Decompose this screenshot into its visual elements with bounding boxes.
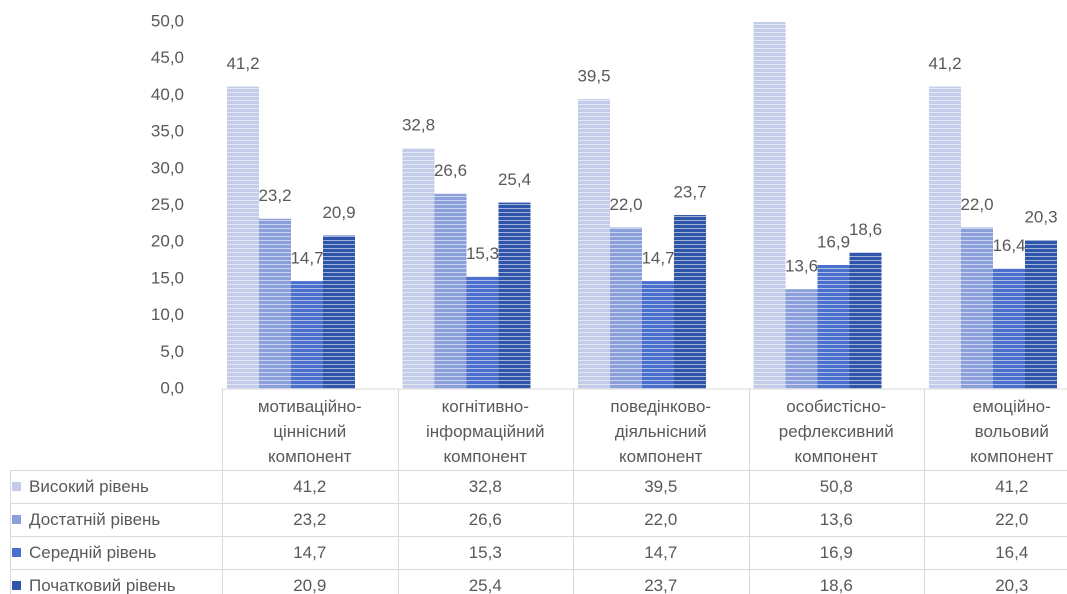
category-label: когнітивно- інформаційний компонент [425,397,545,466]
bar [610,227,642,389]
bar [849,252,882,389]
data-label: 23,7 [673,183,706,202]
legend-text: Високий рівень [29,477,149,496]
bar [993,268,1025,389]
data-label: 39,5 [577,67,610,86]
legend-swatch [12,515,21,524]
data-label: 20,9 [322,203,355,222]
y-tick-label: 20,0 [151,232,184,251]
data-label: 18,6 [849,220,882,239]
y-tick-label: 25,0 [151,195,184,214]
data-label: 32,8 [402,116,435,135]
legend-text: Початковий рівень [29,576,176,594]
legend-entry: Високий рівень [12,470,220,503]
table-border [222,389,223,594]
y-tick-label: 10,0 [151,305,184,324]
table-border [397,389,399,594]
table-cell: 32,8 [468,477,502,496]
bar [753,22,786,389]
y-tick-label: 35,0 [151,122,184,141]
category-label: емоційно- вольовий компонент [970,397,1054,466]
table-cell: 41,2 [995,477,1029,496]
legend-swatch [12,482,21,491]
table-cell: 23,7 [644,576,678,594]
bar [291,281,323,389]
table-border [10,503,1067,504]
legend-entry: Початковий рівень [12,569,220,594]
bar [817,264,850,389]
bar [227,86,259,389]
bar [578,99,610,389]
legend-entry: Достатній рівень [12,503,220,536]
legend-entry: Середній рівень [12,536,220,569]
legend-swatch [12,548,21,557]
table-cell: 41,2 [293,477,327,496]
table-cell: 22,0 [644,510,678,529]
table-cell: 16,9 [819,543,853,562]
bar [1025,239,1057,389]
data-label: 22,0 [609,195,642,214]
category-label: поведінково- діяльнісний компонент [610,397,712,466]
bar [434,193,467,389]
bar [674,215,706,389]
bar [259,218,291,389]
table-border [573,389,574,594]
data-label: 23,2 [258,186,291,205]
y-tick-label: 50,0 [151,11,184,30]
data-label: 20,3 [1024,207,1057,226]
data-label: 41,2 [928,54,961,73]
category-label: особистісно- рефлексивний компонент [778,397,894,466]
y-tick-label: 40,0 [151,85,184,104]
y-tick-label: 0,0 [160,378,184,397]
bar [402,148,435,389]
y-tick-label: 30,0 [151,158,184,177]
table-cell: 50,8 [819,477,853,496]
table-cell: 13,6 [819,510,853,529]
data-label: 25,4 [498,170,531,189]
table-cell: 20,9 [293,576,327,594]
data-label: 15,3 [466,244,499,263]
data-label: 14,7 [641,249,674,268]
legend-text: Достатній рівень [29,510,161,529]
data-label: 16,4 [992,236,1025,255]
legend-text: Середній рівень [29,543,157,562]
table-cell: 14,7 [644,543,678,562]
y-tick-label: 45,0 [151,48,184,67]
y-tick-label: 5,0 [160,342,184,361]
table-cell: 20,3 [995,576,1029,594]
table-cell: 15,3 [468,543,502,562]
table-border [10,569,1067,570]
y-tick-label: 15,0 [151,268,184,287]
legend-swatch [12,581,21,590]
category-label: мотиваційно- ціннісний компонент [257,397,362,466]
bar [498,202,531,389]
table-cell: 22,0 [995,510,1029,529]
table-cell: 14,7 [293,543,327,562]
bar [961,227,993,389]
bar [323,235,355,389]
table-cell: 39,5 [644,477,678,496]
bar [785,289,818,389]
bar [466,276,499,389]
data-label: 16,9 [817,232,850,251]
table-cell: 16,4 [995,543,1029,562]
bar [642,281,674,389]
data-label: 41,2 [226,54,259,73]
table-border [10,470,1067,471]
table-cell: 23,2 [293,510,327,529]
data-label: 14,7 [290,249,323,268]
data-label: 26,6 [434,161,467,180]
bar [929,86,961,389]
data-label: 13,6 [785,257,818,276]
table-border [10,470,11,594]
table-border [748,389,750,594]
data-label: 22,0 [960,195,993,214]
table-border [10,536,1067,537]
table-border [924,389,925,594]
table-cell: 18,6 [819,576,853,594]
table-cell: 26,6 [468,510,502,529]
table-cell: 25,4 [468,576,502,594]
